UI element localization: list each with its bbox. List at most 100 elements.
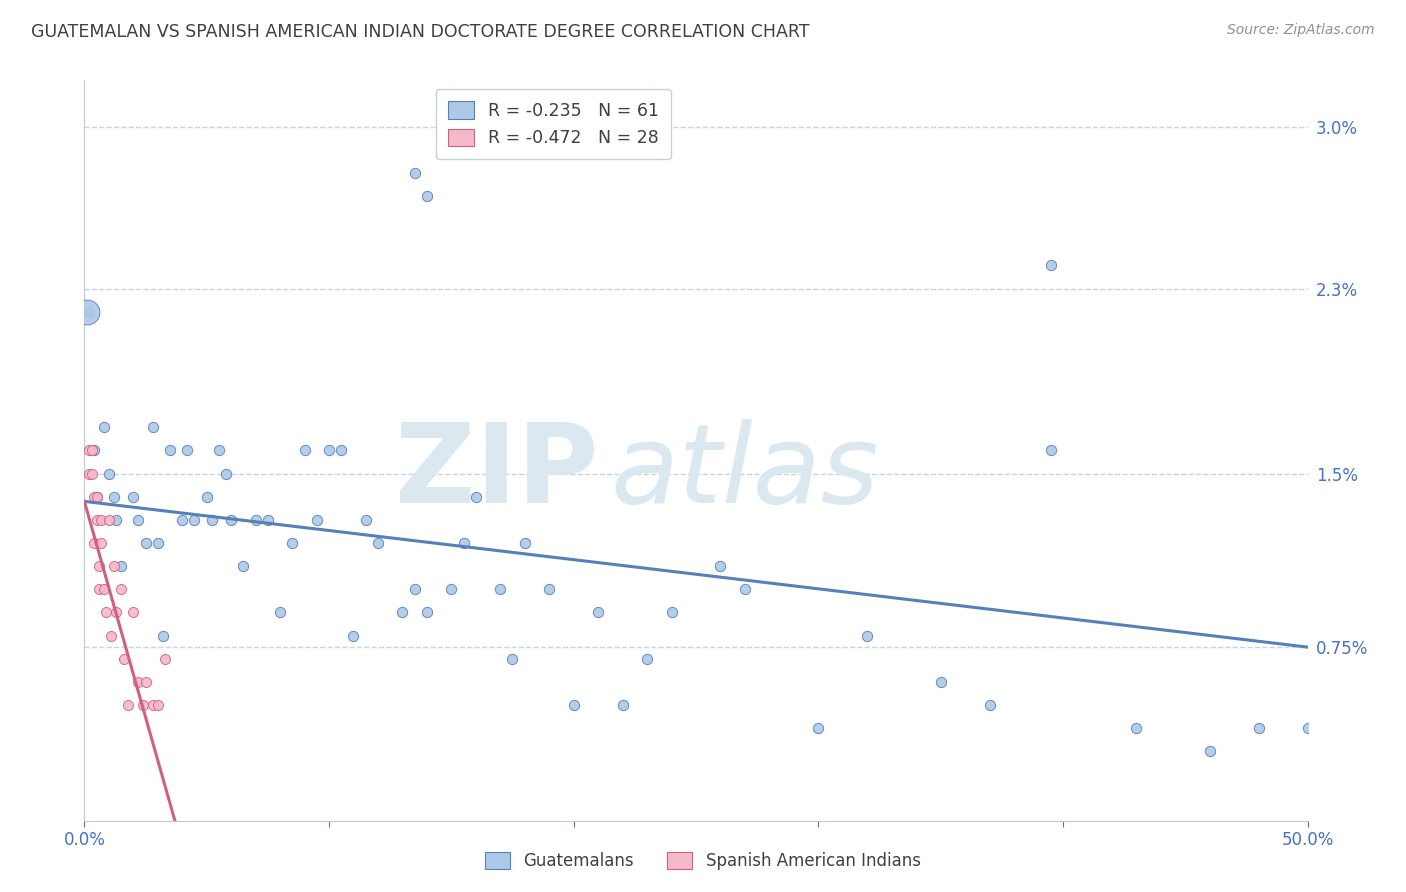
Point	[367, 536, 389, 550]
Point	[538, 582, 561, 597]
Point	[219, 513, 242, 527]
Text: ZIP: ZIP	[395, 419, 598, 526]
Point	[103, 490, 125, 504]
Point	[215, 467, 238, 481]
Point	[97, 513, 120, 527]
Point	[404, 582, 426, 597]
Point	[83, 443, 105, 458]
Point	[110, 582, 132, 597]
Point	[117, 698, 139, 712]
Point	[183, 513, 205, 527]
Point	[391, 606, 413, 620]
Point	[636, 651, 658, 665]
Point	[562, 698, 585, 712]
Point	[195, 490, 218, 504]
Legend: Guatemalans, Spanish American Indians: Guatemalans, Spanish American Indians	[478, 845, 928, 877]
Point	[87, 559, 110, 574]
Point	[661, 606, 683, 620]
Point	[979, 698, 1001, 712]
Point	[464, 490, 486, 504]
Point	[440, 582, 463, 597]
Point	[294, 443, 316, 458]
Point	[90, 536, 112, 550]
Text: atlas: atlas	[610, 419, 879, 526]
Point	[1247, 721, 1270, 735]
Point	[83, 490, 105, 504]
Point	[135, 536, 157, 550]
Point	[142, 698, 165, 712]
Point	[86, 513, 108, 527]
Point	[807, 721, 830, 735]
Point	[87, 582, 110, 597]
Point	[1125, 721, 1147, 735]
Point	[342, 628, 364, 642]
Point	[105, 513, 128, 527]
Point	[176, 443, 198, 458]
Point	[86, 490, 108, 504]
Point	[1039, 443, 1062, 458]
Point	[77, 443, 100, 458]
Point	[97, 467, 120, 481]
Point	[96, 606, 118, 620]
Point	[122, 606, 145, 620]
Point	[1039, 259, 1062, 273]
Point	[453, 536, 475, 550]
Point	[318, 443, 340, 458]
Point	[100, 628, 122, 642]
Point	[502, 651, 524, 665]
Point	[416, 189, 439, 203]
Point	[152, 628, 174, 642]
Point	[929, 674, 952, 689]
Point	[257, 513, 280, 527]
Text: GUATEMALAN VS SPANISH AMERICAN INDIAN DOCTORATE DEGREE CORRELATION CHART: GUATEMALAN VS SPANISH AMERICAN INDIAN DO…	[31, 23, 810, 41]
Point	[1198, 744, 1220, 758]
Text: Source: ZipAtlas.com: Source: ZipAtlas.com	[1227, 23, 1375, 37]
Point	[281, 536, 304, 550]
Point	[208, 443, 231, 458]
Point	[232, 559, 254, 574]
Point	[127, 674, 149, 689]
Point	[105, 606, 128, 620]
Point	[90, 513, 112, 527]
Point	[200, 513, 222, 527]
Point	[142, 420, 165, 434]
Point	[112, 651, 135, 665]
Point	[269, 606, 291, 620]
Point	[83, 536, 105, 550]
Point	[77, 304, 100, 318]
Legend: R = -0.235   N = 61, R = -0.472   N = 28: R = -0.235 N = 61, R = -0.472 N = 28	[436, 89, 671, 160]
Point	[354, 513, 377, 527]
Point	[612, 698, 634, 712]
Point	[856, 628, 879, 642]
Point	[489, 582, 512, 597]
Point	[330, 443, 353, 458]
Point	[110, 559, 132, 574]
Point	[77, 467, 100, 481]
Point	[135, 674, 157, 689]
Point	[80, 467, 103, 481]
Point	[153, 651, 176, 665]
Y-axis label: Doctorate Degree: Doctorate Degree	[0, 376, 8, 524]
Point	[245, 513, 267, 527]
Point	[734, 582, 756, 597]
Point	[416, 606, 439, 620]
Point	[404, 166, 426, 180]
Point	[132, 698, 155, 712]
Point	[103, 559, 125, 574]
Point	[513, 536, 536, 550]
Point	[93, 420, 115, 434]
Point	[146, 536, 169, 550]
Point	[709, 559, 731, 574]
Point	[305, 513, 328, 527]
Point	[159, 443, 181, 458]
Point	[586, 606, 609, 620]
Point	[146, 698, 169, 712]
Point	[93, 582, 115, 597]
Point	[127, 513, 149, 527]
Point	[86, 490, 108, 504]
Point	[76, 304, 98, 318]
Point	[80, 443, 103, 458]
Point	[172, 513, 194, 527]
Point	[122, 490, 145, 504]
Point	[1296, 721, 1319, 735]
